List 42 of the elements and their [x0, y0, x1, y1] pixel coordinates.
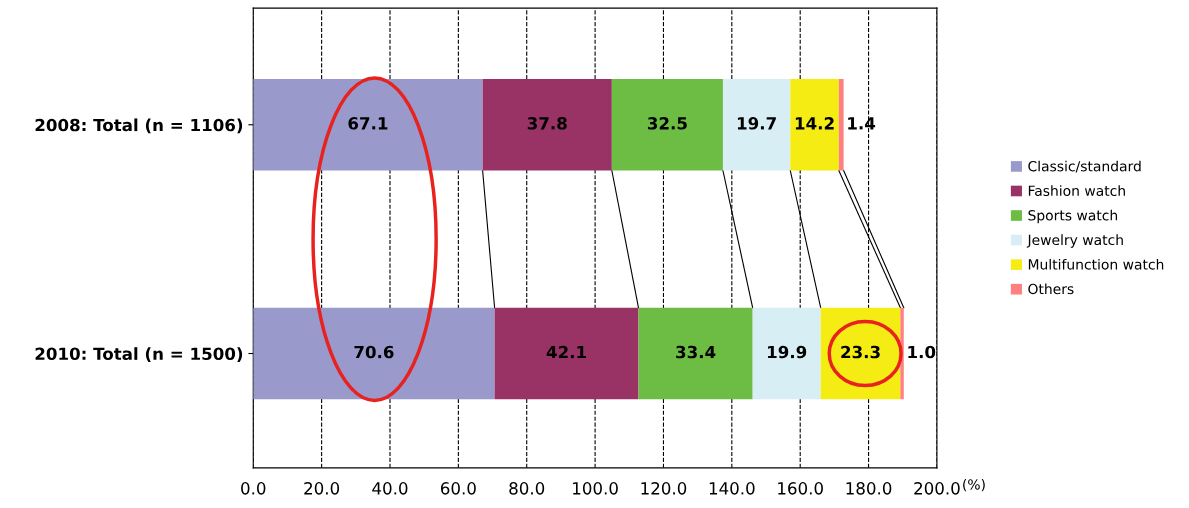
data-label: 33.4 — [676, 345, 716, 359]
bar — [752, 307, 821, 400]
x-tick-label: 80.0 — [509, 482, 545, 495]
x-axis-title: (%) — [963, 478, 985, 492]
bar — [838, 79, 844, 171]
data-label: 19.7 — [737, 117, 776, 130]
data-label: 23.3 — [841, 345, 880, 359]
legend-label: Fashion watch — [1028, 185, 1125, 196]
x-tick-label: 60.0 — [440, 482, 476, 495]
bar — [494, 307, 639, 400]
bar — [482, 79, 612, 171]
bar — [611, 79, 723, 171]
x-tick-label: 180.0 — [846, 482, 892, 495]
legend-label: Others — [1028, 283, 1074, 295]
x-tick-label: 200.0 — [914, 482, 960, 495]
bar — [722, 79, 791, 171]
data-label: 19.9 — [768, 345, 807, 359]
legend-label: Sports watch — [1028, 209, 1118, 224]
legend-label: Multifunction watch — [1028, 258, 1164, 270]
data-label: 42.1 — [546, 345, 586, 359]
x-tick-label: 40.0 — [372, 482, 408, 495]
x-tick-label: 140.0 — [709, 482, 755, 495]
x-tick-label: 120.0 — [641, 482, 687, 495]
x-tick-label: 0.0 — [241, 482, 266, 495]
data-label: 1.0 — [908, 345, 936, 359]
data-label: 37.8 — [527, 117, 567, 130]
bar — [253, 307, 495, 400]
data-label: 32.5 — [647, 117, 687, 130]
x-tick-label: 100.0 — [573, 482, 618, 495]
data-label: 1.4 — [848, 117, 876, 130]
bar — [790, 79, 839, 171]
y-tick-label: 2010: Total (n = 1500) — [35, 347, 243, 363]
data-label: 67.1 — [348, 117, 388, 130]
bar — [638, 307, 753, 400]
data-label: 14.2 — [795, 117, 834, 130]
x-tick-label: 160.0 — [778, 482, 823, 495]
data-label: 70.6 — [354, 345, 394, 359]
legend-label: Jewelry watch — [1026, 234, 1123, 248]
x-tick-label: 20.0 — [304, 482, 340, 495]
legend-label: Classic/standard — [1028, 160, 1141, 173]
y-tick-label: 2008: Total (n = 1106) — [35, 118, 243, 134]
bar — [253, 79, 483, 171]
